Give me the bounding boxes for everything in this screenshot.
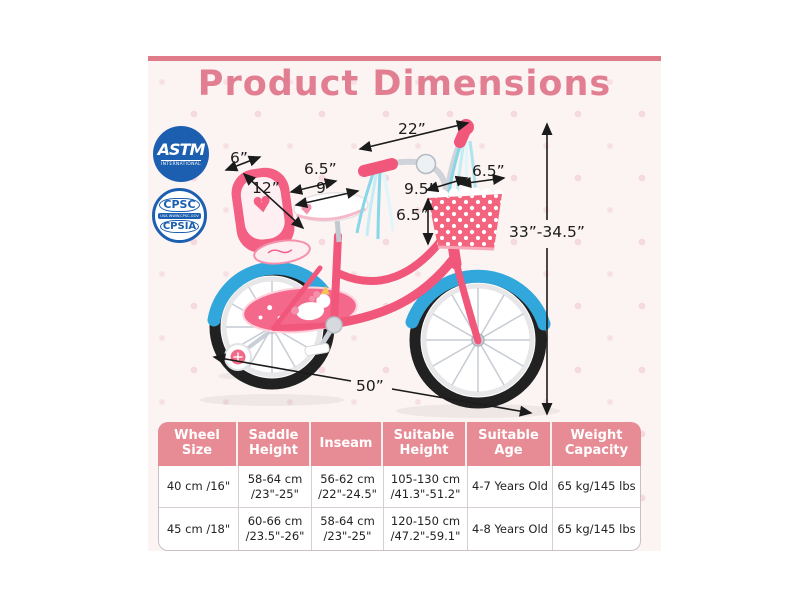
- table-row: 40 cm /16" 58-64 cm /23"-25" 56-62 cm /2…: [159, 466, 640, 508]
- dimension-label-saddle-width: 6.5”: [304, 160, 337, 178]
- dimension-label-overall-height: 33”-34.5”: [509, 223, 585, 241]
- table-cell: 120-150 cm /47.2"-59.1": [384, 508, 468, 550]
- dimension-label-overall-length: 50”: [356, 377, 384, 395]
- col-weight-capacity: Weight Capacity: [552, 422, 641, 466]
- front-fender: [405, 269, 551, 331]
- astm-badge-subtitle: INTERNATIONAL: [161, 159, 201, 167]
- dimension-label-basket-height: 6.5”: [396, 206, 429, 224]
- table-cell: 60-66 cm /23.5"-26": [239, 508, 312, 550]
- table-cell: 58-64 cm /23"-25": [239, 466, 312, 508]
- dimension-label-doll-seat-length: 12”: [252, 179, 280, 197]
- col-saddle-height: Saddle Height: [238, 422, 311, 466]
- cpsc-badge-banner: USA WWW.CPSC.GOV: [158, 213, 201, 220]
- bell: [415, 153, 437, 175]
- col-suitable-age: Suitable Age: [467, 422, 552, 466]
- col-wheel-size: Wheel Size: [158, 422, 238, 466]
- table-cell: 4-8 Years Old: [468, 508, 553, 550]
- table-cell: 56-62 cm /22"-24.5": [312, 466, 384, 508]
- col-suitable-height: Suitable Height: [383, 422, 467, 466]
- table-cell: 40 cm /16": [159, 466, 239, 508]
- bike-drawing: [200, 119, 560, 418]
- table-cell: 58-64 cm /23"-25": [312, 508, 384, 550]
- cpsia-badge-label: CPSIA: [159, 220, 200, 234]
- col-inseam: Inseam: [311, 422, 383, 466]
- top-accent-bar: [148, 56, 661, 61]
- table-cell: 65 kg/145 lbs: [557, 521, 636, 536]
- dimension-label-basket-width: 6.5”: [472, 162, 505, 180]
- table-cell: 105-130 cm /41.3"-51.2": [384, 466, 468, 508]
- astm-badge: ASTM INTERNATIONAL: [153, 126, 209, 182]
- spec-table: Wheel Size Saddle Height Inseam Suitable…: [158, 422, 641, 551]
- table-cell: 4-7 Years Old: [468, 466, 553, 508]
- dimension-label-basket-depth: 9.5”: [404, 180, 437, 198]
- astm-badge-label: ASTM: [157, 139, 206, 159]
- dimension-label-saddle-length: 9”: [316, 179, 334, 197]
- table-cell: 65 kg/145 lbs: [553, 466, 640, 508]
- dimension-label-doll-seat-back: 6”: [230, 149, 248, 167]
- spec-table-body: 40 cm /16" 58-64 cm /23"-25" 56-62 cm /2…: [158, 466, 641, 551]
- dimension-label-handlebar-width: 22”: [398, 120, 426, 138]
- cpsc-badge-label: CPSC: [159, 197, 200, 213]
- dimension-arrows: [212, 120, 553, 417]
- cpsc-badge: CPSC USA WWW.CPSC.GOV CPSIA: [152, 188, 207, 243]
- basket: [426, 187, 504, 251]
- pedal: [304, 342, 330, 357]
- spec-table-header: Wheel Size Saddle Height Inseam Suitable…: [158, 422, 641, 466]
- left-grip: [358, 158, 398, 177]
- table-row: 45 cm /18" 60-66 cm /23.5"-26" 58-64 cm …: [159, 508, 640, 550]
- page-title: Product Dimensions: [197, 64, 612, 104]
- table-cell: 45 cm /18": [159, 508, 239, 550]
